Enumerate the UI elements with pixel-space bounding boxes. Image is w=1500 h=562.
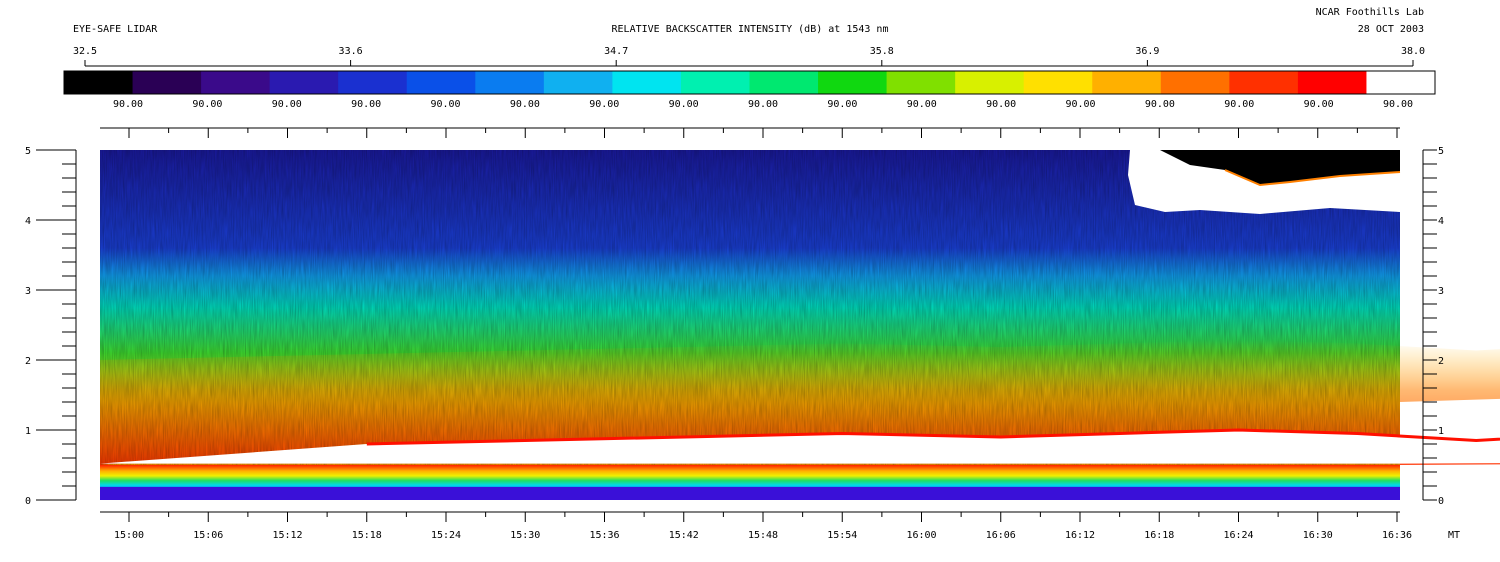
x-tick-label: 15:42 <box>669 530 699 541</box>
x-tick-label: 15:36 <box>589 530 619 541</box>
y-tick-label-right: 3 <box>1438 286 1444 297</box>
colorbar-segment <box>749 71 819 94</box>
colorbar-segment <box>338 71 408 94</box>
colorbar-segment <box>406 71 476 94</box>
colorbar-segment-label: 90.00 <box>272 99 302 110</box>
colorbar-segment <box>201 71 271 94</box>
colorbar-segment-label: 90.00 <box>351 99 381 110</box>
y-tick-label-right: 0 <box>1438 496 1444 507</box>
cloud-gap <box>100 430 1500 464</box>
colorbar-segment <box>612 71 682 94</box>
x-tick-label: 15:18 <box>352 530 382 541</box>
near-field-band <box>100 465 1400 489</box>
x-tick-label: 16:24 <box>1223 530 1253 541</box>
colorbar-segment-label: 90.00 <box>192 99 222 110</box>
colorbar-segment <box>955 71 1025 94</box>
colorbar-segment <box>543 71 613 94</box>
plot-area <box>100 150 1500 500</box>
y-tick-label-left: 0 <box>25 496 31 507</box>
colorbar-segment-label: 90.00 <box>907 99 937 110</box>
colorbar-segment <box>1160 71 1230 94</box>
x-axis-unit: MT <box>1448 530 1460 541</box>
y-tick-label-left: 1 <box>25 426 31 437</box>
x-tick-label: 15:54 <box>827 530 857 541</box>
colorbar-segment-label: 90.00 <box>1304 99 1334 110</box>
colorbar-segment-label: 90.00 <box>1145 99 1175 110</box>
bottom-blue-band <box>100 487 1400 500</box>
x-tick-label: 15:24 <box>431 530 461 541</box>
y-tick-label-right: 5 <box>1438 146 1444 157</box>
axes: 0 0 1 1 2 2 3 3 4 4 5 5 15:00 15:06 15:12 15:18 15:24 15:… <box>25 127 1444 541</box>
colorbar-segment-label: 90.00 <box>430 99 460 110</box>
colorbar-segment <box>1023 71 1093 94</box>
colorbar-segment <box>269 71 339 94</box>
colorbar-segment <box>1092 71 1162 94</box>
colorbar-segment <box>680 71 751 94</box>
x-tick-label: 16:18 <box>1144 530 1174 541</box>
chart-title: RELATIVE BACKSCATTER INTENSITY (dB) at 1… <box>612 24 889 35</box>
x-tick-label: 16:36 <box>1382 530 1412 541</box>
y-tick-label-right: 4 <box>1438 216 1444 227</box>
lab-label: NCAR Foothills Lab <box>1316 7 1424 18</box>
colorbar-segment-label: 90.00 <box>986 99 1016 110</box>
colorbar-tick-label: 32.5 <box>73 46 97 57</box>
colorbar-tick-label: 33.6 <box>339 46 363 57</box>
x-tick-label: 15:06 <box>193 530 223 541</box>
y-tick-label-left: 5 <box>25 146 31 157</box>
colorbar: 32.5 33.6 34.7 35.8 36.9 38.0 90.00 90.00 90.00 9… <box>63 46 1436 110</box>
colorbar-segment <box>132 71 202 94</box>
colorbar-segment-label: 90.00 <box>1224 99 1254 110</box>
colorbar-segment-label: 90.00 <box>113 99 143 110</box>
colorbar-segment <box>886 71 956 94</box>
x-tick-label: 16:00 <box>906 530 936 541</box>
upper-black-region <box>1160 150 1400 185</box>
colorbar-segment <box>1297 71 1368 94</box>
colorbar-segment <box>1366 71 1436 94</box>
colorbar-segment-label: 90.00 <box>510 99 540 110</box>
colorbar-tick-label: 35.8 <box>870 46 894 57</box>
y-tick-label-right: 2 <box>1438 356 1444 367</box>
cloud-base-features <box>100 428 1500 464</box>
colorbar-segment <box>475 71 545 94</box>
x-tick-label: 15:48 <box>748 530 778 541</box>
x-tick-label: 15:30 <box>510 530 540 541</box>
colorbar-segment-label: 90.00 <box>748 99 778 110</box>
colorbar-tick-label: 34.7 <box>604 46 628 57</box>
colorbar-segment <box>818 71 888 94</box>
colorbar-segment <box>1229 71 1299 94</box>
colorbar-tick-label: 38.0 <box>1401 46 1425 57</box>
colorbar-segment-label: 90.00 <box>589 99 619 110</box>
colorbar-segment-label: 90.00 <box>1065 99 1095 110</box>
colorbar-segment <box>64 71 134 94</box>
y-tick-label-left: 2 <box>25 356 31 367</box>
y-tick-label-left: 3 <box>25 286 31 297</box>
cloud-base-edge <box>366 428 1500 446</box>
colorbar-segment-label: 90.00 <box>669 99 699 110</box>
colorbar-segment-label: 90.00 <box>827 99 857 110</box>
instrument-label: EYE-SAFE LIDAR <box>73 24 158 35</box>
x-tick-label: 16:30 <box>1303 530 1333 541</box>
colorbar-frame <box>63 70 1436 95</box>
upper-black-edge <box>1224 169 1401 187</box>
x-tick-label: 15:00 <box>114 530 144 541</box>
x-tick-label: 16:06 <box>986 530 1016 541</box>
colorbar-segment-label: 90.00 <box>1383 99 1413 110</box>
colorbar-tick-label: 36.9 <box>1135 46 1159 57</box>
x-tick-label: 15:12 <box>272 530 302 541</box>
y-tick-label-right: 1 <box>1438 426 1444 437</box>
y-tick-label-left: 4 <box>25 216 31 227</box>
date-label: 28 OCT 2003 <box>1358 24 1424 35</box>
x-tick-label: 16:12 <box>1065 530 1095 541</box>
